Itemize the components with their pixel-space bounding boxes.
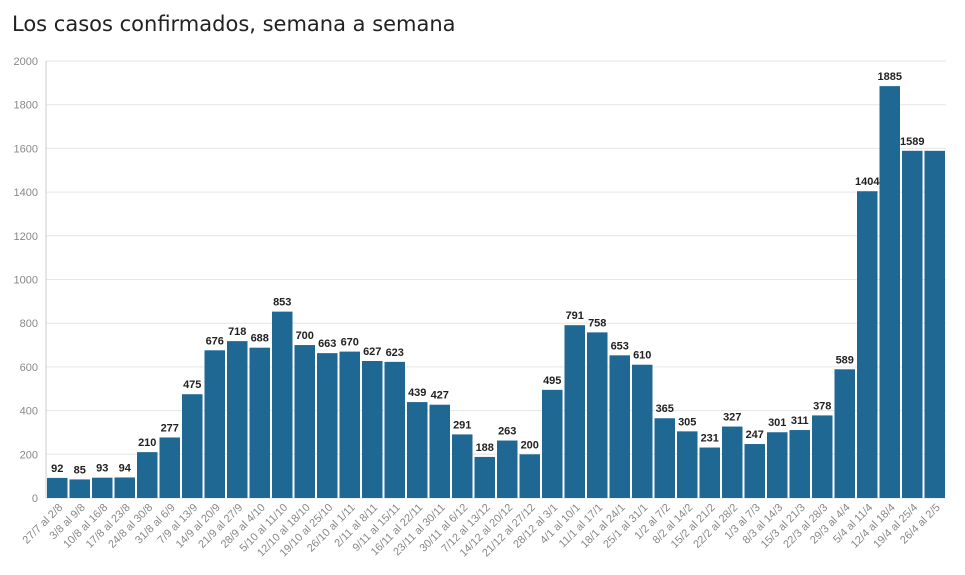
bar-value-label: 610 (633, 350, 651, 362)
bar (339, 351, 360, 498)
bar (204, 350, 225, 498)
bar-value-label: 1404 (855, 176, 880, 188)
bar (384, 361, 405, 498)
bar-value-label: 92 (51, 463, 63, 475)
bar-value-label: 231 (701, 433, 719, 445)
bar-value-label: 94 (119, 462, 132, 474)
y-tick-label: 400 (20, 406, 38, 418)
bar-value-label: 378 (813, 400, 831, 412)
bar-value-label: 301 (768, 417, 786, 429)
bar (564, 325, 585, 498)
bar (474, 456, 495, 498)
y-tick-label: 800 (20, 318, 38, 330)
bar-value-label: 93 (96, 463, 108, 475)
bar-value-label: 427 (431, 390, 449, 402)
bar (789, 430, 810, 498)
bar (632, 364, 653, 498)
bar (249, 347, 270, 498)
bar (587, 332, 608, 498)
y-tick-label: 1200 (14, 231, 38, 243)
bar-value-label: 439 (408, 387, 426, 399)
bar (519, 454, 540, 498)
bar-value-label: 688 (251, 333, 269, 345)
bar-value-label: 305 (678, 416, 696, 428)
bar (834, 369, 855, 498)
bar-value-label: 291 (453, 419, 471, 431)
y-tick-label: 1800 (14, 100, 38, 112)
bar (654, 418, 675, 498)
bar (857, 191, 878, 498)
bar (902, 150, 923, 498)
bar (812, 415, 833, 498)
bar-value-label: 263 (498, 426, 516, 438)
bar (92, 477, 113, 498)
bar (114, 477, 135, 498)
bar-value-label: 188 (476, 442, 494, 454)
bar-value-label: 475 (183, 379, 201, 391)
bar (497, 440, 518, 498)
bar-value-label: 495 (543, 375, 561, 387)
bar (677, 431, 698, 498)
bar-value-label: 700 (296, 330, 314, 342)
y-tick-label: 1600 (14, 143, 38, 155)
y-tick-label: 1000 (14, 275, 38, 287)
bars (47, 86, 945, 498)
y-tick-label: 2000 (14, 56, 38, 68)
bar-value-label: 311 (791, 415, 809, 427)
bar-value-label: 853 (273, 297, 291, 309)
bar-value-label: 277 (161, 422, 179, 434)
bar-value-label: 653 (611, 340, 629, 352)
bar (69, 479, 90, 498)
bar (924, 150, 945, 498)
bar-value-label: 718 (228, 326, 246, 338)
bar (609, 355, 630, 498)
bar-value-label: 791 (566, 310, 584, 322)
bar-value-label: 1885 (878, 71, 902, 83)
chart-title: Los casos confirmados, semana a semana (12, 12, 456, 36)
y-axis-ticks: 0 200 400 600 800 1000 1200 1400 1600 1800 2000 (14, 56, 38, 505)
bar (452, 434, 473, 498)
grid-lines (45, 60, 946, 499)
y-tick-label: 0 (32, 493, 38, 505)
bar (137, 452, 158, 498)
y-tick-label: 1400 (14, 187, 38, 199)
bar (227, 341, 248, 498)
bar-value-label: 758 (588, 317, 606, 329)
bar-value-label: 200 (521, 439, 539, 451)
bar-value-label: 627 (363, 346, 381, 358)
bar-value-label: 623 (386, 347, 404, 359)
bar (407, 402, 428, 498)
bar (47, 477, 68, 498)
y-tick-label: 200 (20, 449, 38, 461)
bar-value-label: 589 (836, 354, 854, 366)
bar-value-label: 327 (723, 412, 741, 424)
bar-value-label: 670 (341, 337, 359, 349)
bar-value-label: 247 (746, 429, 764, 441)
bar (294, 345, 315, 498)
bar (722, 426, 743, 498)
bar-value-label: 663 (318, 338, 336, 350)
bar-value-label: 210 (138, 437, 156, 449)
bar (744, 444, 765, 498)
bar (362, 361, 383, 498)
bar (429, 404, 450, 498)
value-labels: 92 85 93 94 210 277 475 676 718 688 853 700 663 670 62… (51, 71, 924, 476)
bar (879, 86, 900, 498)
bar (272, 311, 293, 498)
bar (699, 447, 720, 498)
bar-value-label: 365 (656, 403, 674, 415)
bar-value-label: 85 (74, 464, 86, 476)
bar-value-label: 676 (206, 335, 224, 347)
bar (317, 353, 338, 498)
bar-value-label: 1589 (900, 136, 924, 148)
y-tick-label: 600 (20, 362, 38, 374)
bar (767, 432, 788, 498)
bar (542, 389, 563, 498)
bar (159, 437, 180, 498)
x-axis-ticks: 27/7 al 2/83/8 al 9/810/8 al 16/817/8 al… (21, 502, 943, 560)
bar (182, 394, 203, 498)
